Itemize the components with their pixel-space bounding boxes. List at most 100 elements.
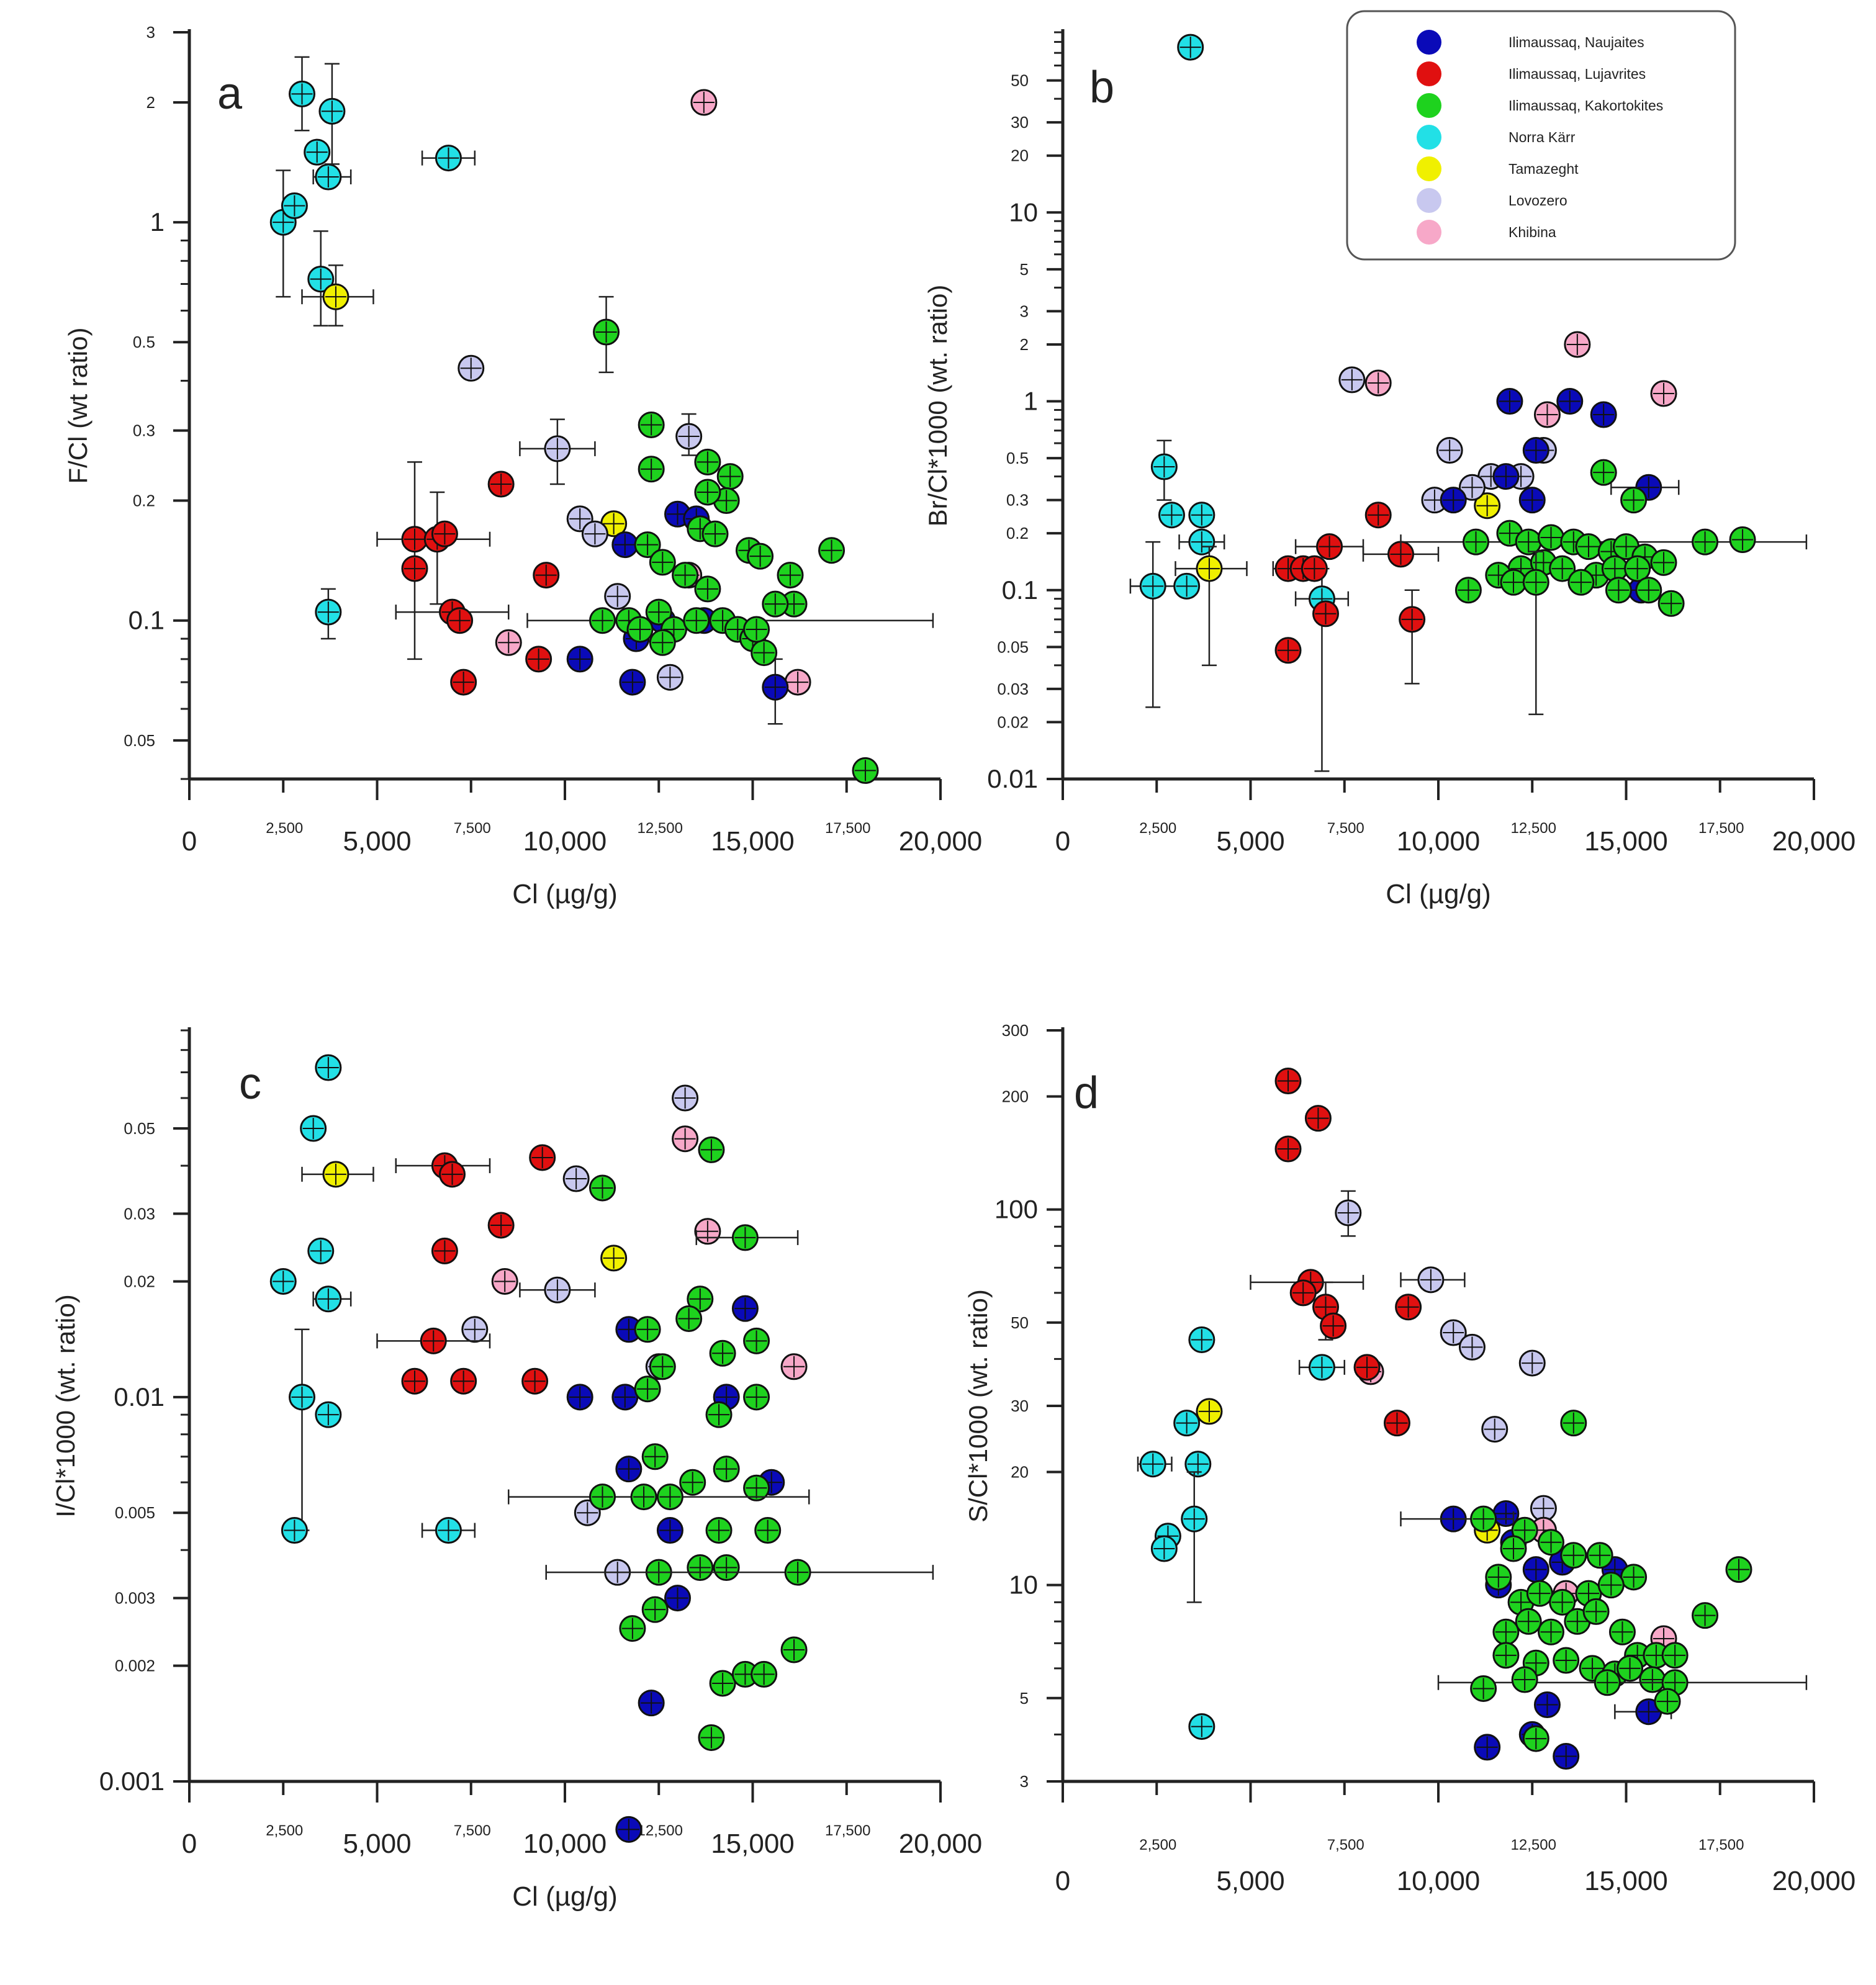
y-tick-label: 0.5 xyxy=(133,333,155,351)
x-tick-label: 15,000 xyxy=(1584,1866,1668,1896)
y-tick-label: 10 xyxy=(1009,1570,1038,1600)
x-tick-label: 7,500 xyxy=(1327,820,1364,837)
x-axis-title: Cl (µg/g) xyxy=(1386,879,1491,909)
x-tick-label: 17,500 xyxy=(1698,820,1744,837)
panel-b: 0.01 0.02 0.03 0.05 0.1 0.2 0.3 0.5 1 2 3 5 10 20 30 50… xyxy=(923,29,1856,909)
x-tick-label: 20,000 xyxy=(899,1829,983,1859)
legend-label: Tamazeght xyxy=(1508,161,1579,177)
y-tick-label: 0.2 xyxy=(133,492,155,510)
y-tick-label: 0.002 xyxy=(115,1657,155,1675)
panel-c: 0.001 0.002 0.003 0.005 0.01 0.02 0.03 0.05 0 2,5… xyxy=(51,1027,982,1912)
y-tick-label: 0.1 xyxy=(129,606,165,635)
x-tick-label: 12,500 xyxy=(638,820,683,837)
x-axis-title: Cl (µg/g) xyxy=(512,1881,618,1912)
legend-label: Khibina xyxy=(1508,224,1556,240)
y-tick-label: 5 xyxy=(1020,1689,1029,1708)
panel-label: b xyxy=(1089,63,1114,112)
y-tick-label: 10 xyxy=(1009,197,1038,227)
legend-marker xyxy=(1417,156,1441,181)
x-tick-label: 17,500 xyxy=(825,1822,870,1839)
y-tick-label: 0.05 xyxy=(997,637,1029,656)
points-b xyxy=(1129,34,1808,772)
x-tick-label: 2,500 xyxy=(1139,820,1176,837)
x-tick-label: 2,500 xyxy=(266,820,303,837)
y-tick-label: 0.001 xyxy=(99,1767,165,1796)
x-tick-label: 15,000 xyxy=(1584,826,1668,857)
legend-box xyxy=(1346,10,1736,261)
y-tick-label: 50 xyxy=(1011,1313,1029,1332)
x-tick-label: 0 xyxy=(182,826,197,857)
y-tick-label: 0.2 xyxy=(1006,524,1029,542)
x-tick-label: 17,500 xyxy=(1698,1837,1744,1853)
y-axis-title: F/Cl (wt ratio) xyxy=(63,328,92,484)
y-tick-label: 0.03 xyxy=(124,1204,155,1223)
points-a xyxy=(269,56,934,784)
y-axis-title: I/Cl*1000 (wt. ratio) xyxy=(51,1294,80,1517)
y-tick-label: 50 xyxy=(1011,71,1029,90)
x-tick-label: 12,500 xyxy=(638,1822,683,1839)
y-tick-label: 0.03 xyxy=(997,680,1029,698)
x-tick-label: 0 xyxy=(1055,826,1070,857)
y-tick-label: 300 xyxy=(1002,1021,1029,1040)
y-tick-label: 20 xyxy=(1011,1463,1029,1482)
x-tick-label: 5,000 xyxy=(343,826,411,857)
y-tick-label: 0.01 xyxy=(987,764,1038,793)
x-tick-label: 15,000 xyxy=(711,1829,795,1859)
y-tick-label: 100 xyxy=(994,1195,1038,1224)
y-tick-label: 0.3 xyxy=(1006,491,1029,510)
x-tick-label: 10,000 xyxy=(1397,826,1481,857)
axes-d: 3 5 10 20 30 50 100 200 300 0 2,500 5,000 7,500 10,00… xyxy=(963,1021,1856,1896)
legend-label: Ilimaussaq, Kakortokites xyxy=(1508,97,1663,114)
panel-d: 3 5 10 20 30 50 100 200 300 0 2,500 5,000 7,500 10,00… xyxy=(963,1021,1856,1896)
y-tick-label: 30 xyxy=(1011,113,1029,132)
panel-a: 0.05 0.1 0.2 0.3 0.5 1 2 3 0 2,500 5,000 7,500 10,00… xyxy=(63,23,982,909)
y-tick-label: 1 xyxy=(150,207,165,236)
y-tick-label: 1 xyxy=(1024,387,1038,416)
legend-marker xyxy=(1417,30,1441,55)
x-tick-label: 7,500 xyxy=(454,1822,491,1839)
x-axis-title: Cl (µg/g) xyxy=(512,879,618,909)
y-tick-label: 0.3 xyxy=(133,421,155,440)
x-tick-label: 5,000 xyxy=(1216,1866,1284,1896)
x-tick-label: 2,500 xyxy=(266,1822,303,1839)
y-tick-label: 20 xyxy=(1011,146,1029,165)
legend-label: Ilimaussaq, Lujavrites xyxy=(1508,66,1646,82)
x-tick-label: 10,000 xyxy=(1397,1866,1481,1896)
x-tick-label: 10,000 xyxy=(523,1829,607,1859)
y-tick-label: 3 xyxy=(1020,302,1029,320)
y-tick-label: 2 xyxy=(1020,335,1029,354)
x-tick-label: 2,500 xyxy=(1139,1837,1176,1853)
x-tick-label: 12,500 xyxy=(1511,1837,1556,1853)
y-tick-label: 0.5 xyxy=(1006,449,1029,467)
x-tick-label: 5,000 xyxy=(1216,826,1284,857)
legend: Ilimaussaq, Naujaites Ilimaussaq, Lujavri… xyxy=(1346,10,1736,261)
axes-c: 0.001 0.002 0.003 0.005 0.01 0.02 0.03 0.05 0 2,5… xyxy=(51,1027,982,1912)
y-tick-label: 0.005 xyxy=(115,1503,155,1522)
y-tick-label: 0.1 xyxy=(1002,575,1038,605)
legend-marker xyxy=(1417,93,1441,118)
y-tick-label: 2 xyxy=(147,93,155,112)
panel-label: d xyxy=(1074,1068,1099,1118)
panel-label: a xyxy=(217,69,243,119)
x-tick-label: 20,000 xyxy=(899,826,983,857)
y-tick-label: 30 xyxy=(1011,1397,1029,1415)
legend-label: Norra Kärr xyxy=(1508,129,1576,145)
x-tick-label: 0 xyxy=(182,1829,197,1859)
y-tick-label: 0.05 xyxy=(124,731,155,750)
x-tick-label: 20,000 xyxy=(1772,1866,1856,1896)
y-tick-label: 200 xyxy=(1002,1087,1029,1106)
x-tick-label: 20,000 xyxy=(1772,826,1856,857)
y-axis-title: Br/Cl*1000 (wt. ratio) xyxy=(923,285,952,527)
x-tick-label: 17,500 xyxy=(825,820,870,837)
points-c xyxy=(269,1054,934,1843)
axes-a: 0.05 0.1 0.2 0.3 0.5 1 2 3 0 2,500 5,000 7,500 10,00… xyxy=(63,23,982,909)
legend-marker xyxy=(1417,125,1441,150)
legend-marker xyxy=(1417,61,1441,86)
legend-label: Ilimaussaq, Naujaites xyxy=(1508,34,1644,50)
y-tick-label: 0.05 xyxy=(124,1119,155,1138)
y-axis-title: S/Cl*1000 (wt. ratio) xyxy=(963,1289,993,1523)
x-tick-label: 7,500 xyxy=(1327,1837,1364,1853)
x-tick-label: 10,000 xyxy=(523,826,607,857)
points-d xyxy=(1137,1067,1808,1770)
y-tick-label: 0.003 xyxy=(115,1589,155,1608)
